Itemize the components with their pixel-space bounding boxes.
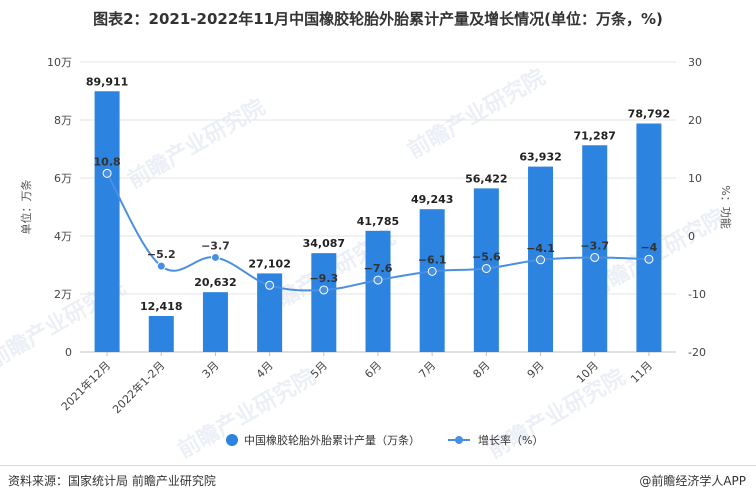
growth-point (590, 252, 600, 262)
legend-line-label: 增长率（%） (478, 433, 543, 447)
legend-bar-swatch (226, 434, 238, 446)
growth-point (644, 254, 654, 264)
y-right-axis-label: %：功能 (719, 185, 733, 228)
growth-point (210, 252, 220, 262)
growth-value-label: −4.1 (526, 242, 555, 255)
growth-point (481, 263, 491, 273)
watermark-text: 前瞻产业研究院 (483, 364, 629, 464)
x-tick-label: 8月 (471, 359, 493, 381)
bar (582, 145, 608, 352)
bar-value-label: 89,911 (86, 75, 128, 88)
bar (94, 91, 120, 352)
growth-point (373, 275, 383, 285)
x-tick-label: 3月 (200, 359, 222, 381)
x-tick-label: 2022年1-2月 (109, 358, 167, 416)
y-left-tick-label: 10万 (47, 56, 72, 69)
bar (202, 292, 228, 352)
x-tick-label: 2021年12月 (58, 358, 113, 413)
x-tick-label: 7月 (416, 359, 438, 381)
bar-value-label: 56,422 (465, 172, 507, 185)
growth-point (427, 266, 437, 276)
y-left-axis-label: 单位：万条 (19, 180, 33, 235)
bar (148, 315, 174, 352)
growth-value-label: −4 (640, 241, 657, 254)
chart-title: 图表2：2021-2022年11月中国橡胶轮胎外胎累计产量及增长情况(单位：万条… (93, 10, 663, 28)
y-right-tick-label: 10 (688, 172, 702, 185)
bar-value-label: 41,785 (357, 215, 399, 228)
growth-point (102, 168, 112, 178)
growth-value-label: −9.3 (309, 272, 338, 285)
y-right-tick-label: 20 (688, 114, 702, 127)
y-left-tick-label: 6万 (54, 172, 72, 185)
bar (419, 209, 445, 352)
y-left-tick-label: 8万 (54, 114, 72, 127)
growth-value-label: −6.1 (418, 253, 447, 266)
footer-divider (0, 465, 756, 466)
growth-value-label: −5.6 (472, 250, 501, 263)
y-left-tick-label: 4万 (54, 230, 72, 243)
bar-value-label: 71,287 (574, 129, 616, 142)
growth-value-label: −5.2 (147, 248, 176, 261)
bar-value-label: 78,792 (628, 108, 670, 121)
legend-bar-label: 中国橡胶轮胎外胎累计产量（万条） (244, 433, 420, 447)
x-tick-label: 6月 (362, 359, 384, 381)
growth-value-label: 10.8 (94, 155, 121, 168)
x-tick-label: 11月 (628, 359, 655, 386)
growth-point (265, 280, 275, 290)
watermark-text: 前瞻产业研究院 (403, 64, 549, 164)
bar (636, 123, 662, 352)
credit-note: @前瞻经济学人APP (639, 474, 746, 488)
y-right-tick-label: 30 (688, 56, 702, 69)
x-tick-label: 9月 (525, 359, 547, 381)
bar-value-label: 34,087 (303, 237, 345, 250)
y-right-tick-label: -20 (688, 346, 706, 359)
bar-value-label: 63,932 (519, 151, 561, 164)
watermark-text: 前瞻产业研究院 (173, 364, 319, 464)
y-left-tick-label: 2万 (54, 288, 72, 301)
y-right-tick-label: 0 (688, 230, 695, 243)
bar-value-label: 20,632 (194, 276, 236, 289)
growth-line (106, 172, 649, 292)
bar (365, 230, 391, 352)
growth-value-label: −7.6 (364, 262, 393, 275)
growth-value-label: −3.7 (580, 239, 609, 252)
bar (311, 253, 337, 352)
y-right-tick-label: -10 (688, 288, 706, 301)
y-left-tick-label: 0 (65, 346, 72, 359)
x-tick-label: 4月 (254, 359, 276, 381)
growth-value-label: −3.7 (201, 239, 230, 252)
growth-point (156, 261, 166, 271)
bar-value-label: 27,102 (248, 257, 290, 270)
bar-value-label: 49,243 (411, 193, 453, 206)
bar-value-label: 12,418 (140, 300, 182, 313)
source-note: 资料来源：国家统计局 前瞻产业研究院 (8, 474, 216, 488)
legend-line-marker (455, 436, 463, 444)
watermark-text: 前瞻产业研究院 (123, 94, 269, 194)
growth-point (536, 255, 546, 265)
growth-point (319, 285, 329, 295)
